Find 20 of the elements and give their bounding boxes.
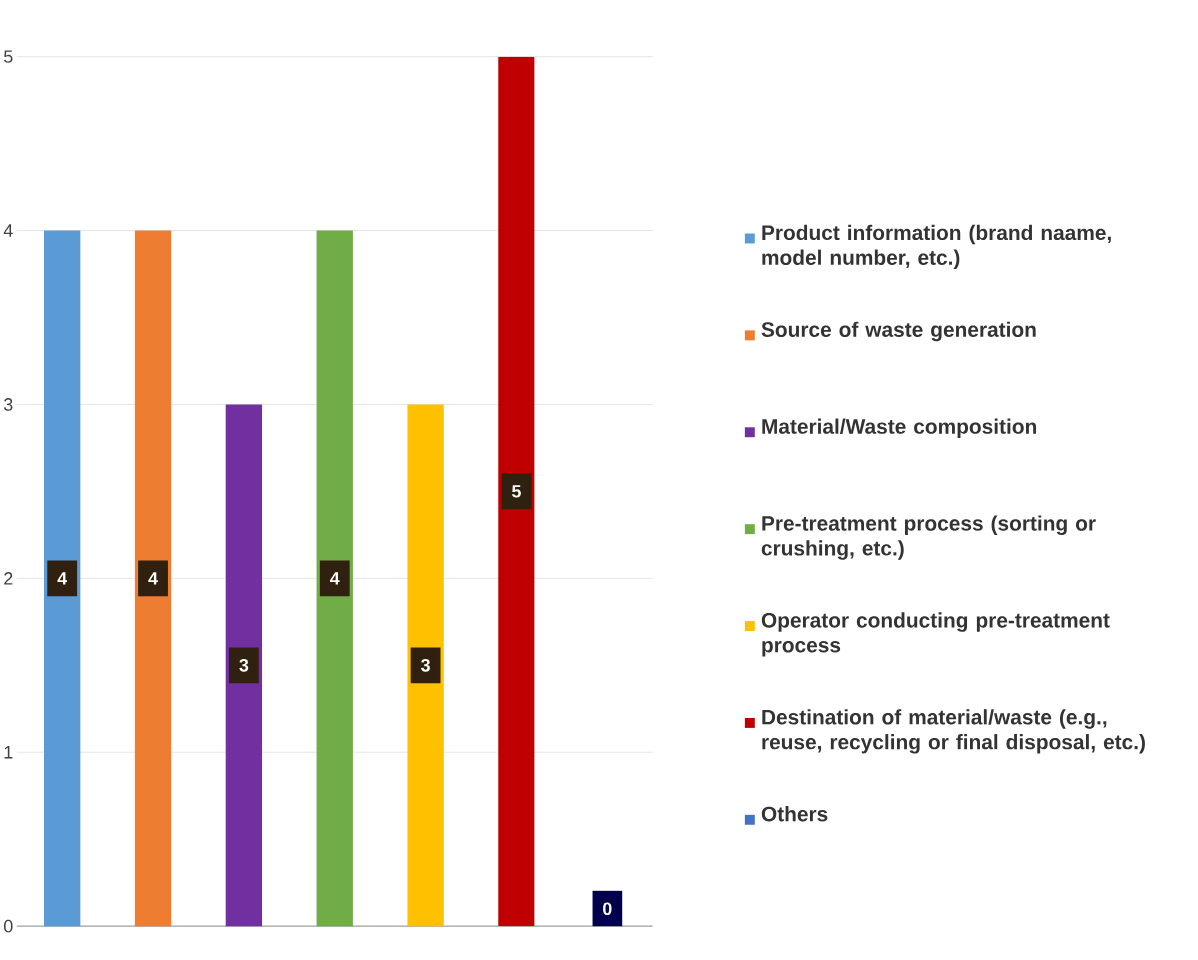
data-label: 3: [239, 658, 249, 672]
data-label: 3: [421, 658, 430, 672]
y-tick-label: 3: [3, 398, 13, 411]
data-label: 5: [512, 485, 521, 498]
data-label: 4: [57, 572, 68, 585]
y-tick-label: 2: [4, 572, 13, 585]
data-label: 0: [603, 902, 612, 916]
data-label: 4: [330, 572, 340, 585]
legend-label: Product information (brand naame, model number, etc.): [762, 224, 1111, 270]
legend-label: Source of waste generation: [761, 321, 1036, 342]
legend-label: Material/Waste composition: [762, 418, 1037, 439]
legend-label: Pre-treatment process (sorting or crushing, etc.): [761, 515, 1096, 560]
legend-label: Destination of material/waste (e.g., reuse, recycling or final disposal, etc.): [762, 709, 1145, 754]
y-tick-label: 0: [4, 919, 13, 933]
y-tick-label: 4: [3, 224, 13, 237]
y-tick-label: 1: [4, 746, 13, 759]
legend-label: Operator conducting pre-treatment process: [761, 612, 1110, 657]
y-tick-label: 5: [4, 50, 13, 63]
data-label: 4: [148, 572, 158, 585]
legend-label: Others: [761, 806, 828, 822]
